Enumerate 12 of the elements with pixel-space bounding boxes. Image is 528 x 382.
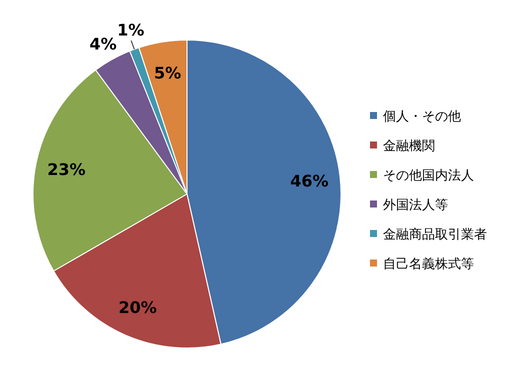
data-label: 5% [154, 63, 182, 82]
data-label: 4% [90, 34, 117, 54]
legend-label: その他国内法人 [383, 168, 474, 184]
data-label: 1% [117, 20, 144, 40]
data-label: 20% [118, 298, 157, 317]
data-label: 46% [290, 171, 329, 190]
legend-label: 金融機関 [383, 139, 435, 154]
data-label: 23% [47, 160, 86, 179]
legend-label: 金融商品取引業者 [383, 228, 487, 242]
legend-label: 自己名義株式等 [383, 257, 474, 272]
legend-label: 外国法人等 [383, 198, 448, 213]
legend-label: 個人・その他 [383, 110, 461, 124]
